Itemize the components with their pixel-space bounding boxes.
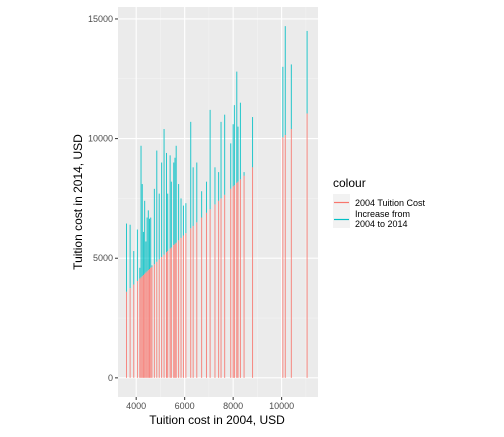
y-axis-title: Tuition cost in 2014, USD bbox=[71, 134, 85, 270]
x-tick-label: 6000 bbox=[175, 401, 195, 411]
plot-panel bbox=[118, 7, 318, 397]
legend-title: colour bbox=[333, 176, 366, 190]
legend-label-increase: Increase from 2004 to 2014 bbox=[355, 209, 413, 229]
x-tick-label: 8000 bbox=[223, 401, 243, 411]
y-tick-label: 15000 bbox=[88, 14, 113, 24]
x-axis-title: Tuition cost in 2004, USD bbox=[149, 413, 285, 427]
minor-gridlines bbox=[118, 7, 318, 397]
x-tick-label: 4000 bbox=[126, 401, 146, 411]
legend-key-base bbox=[333, 194, 350, 211]
y-axis: 0 5000 10000 15000 bbox=[88, 14, 118, 383]
legend-label-increase-line1: Increase from bbox=[355, 209, 410, 219]
x-tick-label: 10000 bbox=[269, 401, 294, 411]
legend-label-base: 2004 Tuition Cost bbox=[355, 198, 426, 208]
legend: colour 2004 Tuition Cost Increase from 2… bbox=[333, 176, 426, 229]
y-tick-label: 10000 bbox=[88, 134, 113, 144]
data-segments bbox=[125, 26, 308, 378]
y-tick-label: 0 bbox=[108, 373, 113, 383]
legend-key-increase bbox=[333, 211, 350, 228]
y-tick-label: 5000 bbox=[93, 253, 113, 263]
x-axis: 4000 6000 8000 10000 bbox=[126, 397, 294, 411]
legend-label-increase-line2: 2004 to 2014 bbox=[355, 219, 408, 229]
